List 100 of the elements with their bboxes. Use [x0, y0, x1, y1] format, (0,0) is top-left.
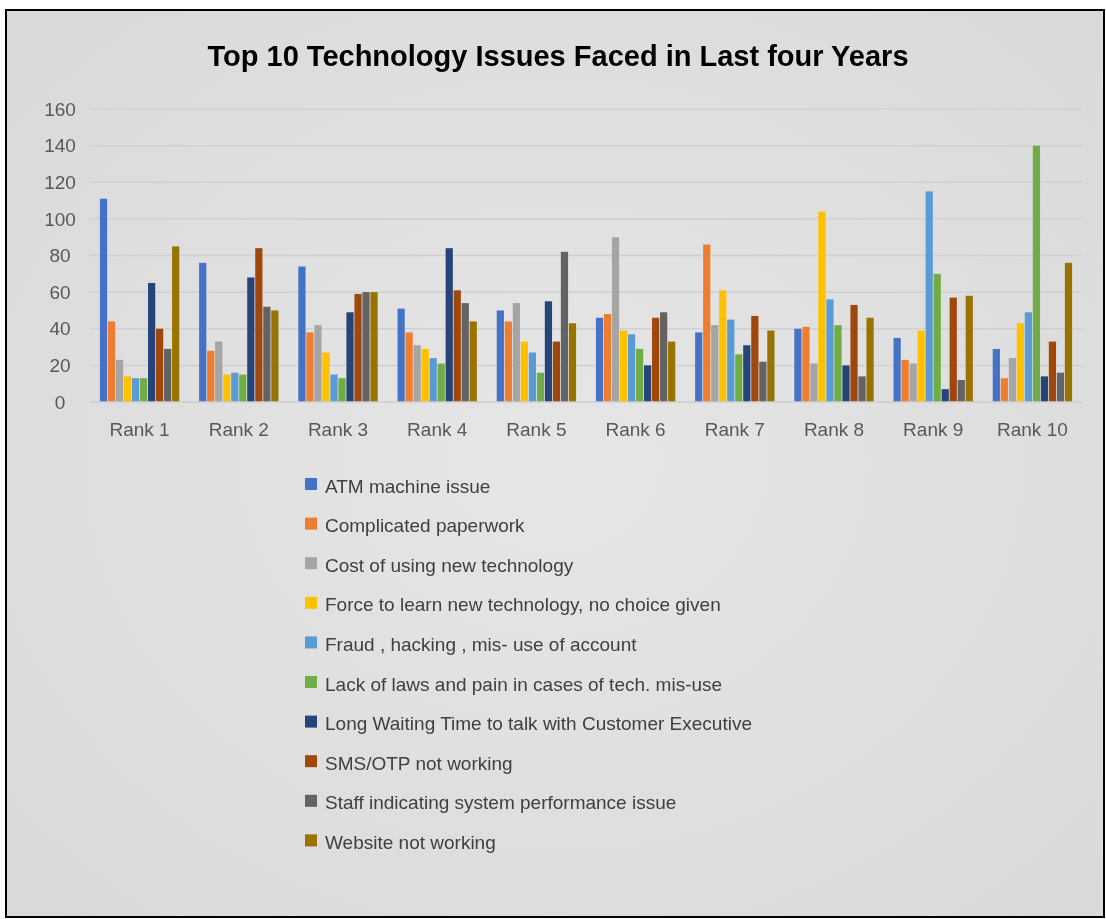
bar: [810, 363, 818, 402]
bar: [354, 293, 362, 402]
legend-label: Staff indicating system performance issue: [325, 792, 677, 814]
x-tick-label: Rank 5: [506, 419, 567, 440]
bar: [611, 237, 620, 402]
bar: [668, 341, 676, 402]
bar: [802, 326, 810, 402]
x-tick-label: Rank 8: [803, 419, 865, 440]
bar: [1048, 341, 1057, 402]
bar: [445, 248, 453, 402]
bar: [207, 350, 215, 402]
bar: [660, 312, 668, 402]
bar: [719, 290, 727, 402]
bar: [437, 363, 445, 402]
bar: [826, 299, 834, 402]
bar: [148, 282, 156, 402]
bar: [627, 334, 636, 402]
bar: [603, 314, 612, 402]
x-tick-label: Rank 9: [903, 419, 964, 440]
bar: [370, 292, 378, 402]
bar: [1024, 312, 1032, 402]
bar: [751, 315, 759, 402]
chart-title: Top 10 Technology Issues Faced in Last four Years: [207, 40, 909, 72]
x-tick-label: Rank 6: [605, 419, 666, 440]
bar: [322, 352, 330, 402]
bar: [1000, 378, 1008, 402]
y-tick-label: 20: [49, 355, 71, 377]
bar: [644, 365, 652, 402]
y-tick-label: 120: [44, 171, 76, 193]
bar: [330, 374, 338, 402]
bar: [1008, 358, 1016, 402]
bar: [99, 198, 108, 402]
x-tick-label: Rank 2: [208, 419, 269, 440]
bar: [520, 341, 528, 402]
bar: [1064, 262, 1073, 402]
bar: [536, 372, 545, 402]
bar: [636, 348, 644, 402]
bar: [199, 262, 207, 402]
bar: [866, 317, 874, 402]
bar: [759, 361, 767, 402]
legend-label: Fraud , hacking , mis- use of account: [325, 634, 638, 656]
bar: [223, 374, 231, 402]
bar: [552, 341, 561, 402]
bar: [346, 312, 354, 402]
x-tick-label: Rank 3: [307, 419, 369, 440]
bar: [925, 191, 933, 402]
bar: [1016, 323, 1024, 402]
bar: [397, 308, 405, 402]
bar: [917, 330, 925, 402]
bar: [965, 295, 973, 402]
y-tick-label: 80: [49, 245, 71, 267]
bar: [619, 330, 628, 402]
bar: [429, 358, 437, 402]
bar: [834, 325, 842, 402]
bar: [901, 359, 909, 402]
bar: [504, 321, 512, 402]
bar: [107, 321, 116, 402]
bar: [156, 328, 164, 402]
bar: [858, 376, 866, 402]
bar: [298, 266, 306, 402]
legend-label: ATM machine issue: [325, 475, 491, 497]
bar: [469, 321, 477, 402]
bar: [255, 248, 263, 402]
bar: [568, 323, 577, 402]
bar: [123, 376, 132, 402]
y-tick-label: 160: [44, 98, 76, 120]
bar: [413, 345, 421, 402]
bar: [595, 317, 604, 402]
legend-label: Force to learn new technology, no choice given: [325, 594, 721, 616]
bar: [743, 345, 751, 402]
bar: [314, 325, 322, 402]
bar: [271, 310, 279, 402]
bar: [794, 328, 802, 402]
bar: [528, 352, 536, 402]
bar: [405, 332, 413, 402]
bar: [115, 359, 124, 402]
bar: [711, 325, 719, 402]
bar: [893, 337, 901, 402]
bar: [496, 310, 504, 402]
bar: [735, 354, 743, 402]
x-tick-label: Rank 10: [997, 419, 1068, 440]
bar: [957, 380, 965, 402]
bar: [1032, 145, 1041, 402]
legend-label: Lack of laws and pain in cases of tech. mis-use: [325, 673, 723, 695]
bar: [239, 374, 247, 402]
bar: [164, 348, 172, 402]
y-tick-label: 140: [44, 135, 76, 157]
x-tick-label: Rank 7: [704, 419, 765, 440]
legend-label: Cost of using new technology: [325, 554, 574, 576]
bar: [172, 246, 180, 402]
bar: [306, 332, 314, 402]
x-tick-label: Rank 4: [407, 419, 468, 440]
bar: [992, 348, 1000, 402]
bar: [421, 348, 429, 402]
x-tick-label: Rank 1: [109, 419, 170, 440]
bar: [1040, 376, 1049, 402]
y-tick-label: 100: [44, 208, 76, 230]
bar: [512, 303, 520, 402]
bar: [767, 330, 775, 402]
bar: [850, 304, 858, 402]
